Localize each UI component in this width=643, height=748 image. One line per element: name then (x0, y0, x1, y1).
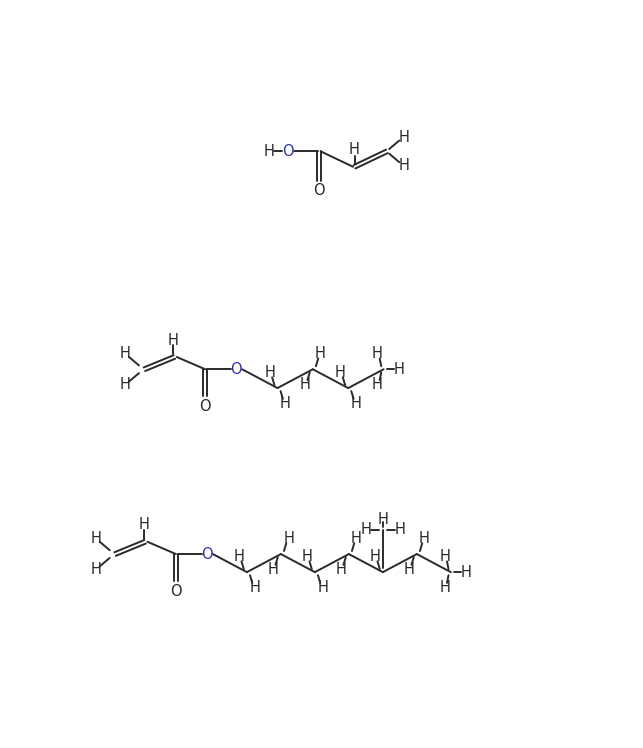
Text: H: H (335, 365, 346, 380)
Text: H: H (394, 362, 404, 377)
Text: O: O (170, 583, 182, 598)
Text: H: H (336, 562, 347, 577)
Text: H: H (120, 346, 131, 361)
Text: H: H (249, 580, 260, 595)
Text: H: H (399, 130, 410, 145)
Text: H: H (377, 512, 388, 527)
Text: H: H (370, 549, 381, 564)
Text: H: H (234, 549, 244, 564)
Text: H: H (404, 562, 415, 577)
Text: H: H (394, 522, 405, 537)
Text: H: H (439, 580, 450, 595)
Text: H: H (267, 562, 278, 577)
Text: H: H (302, 549, 312, 564)
Text: H: H (91, 562, 102, 577)
Text: O: O (313, 183, 325, 198)
Text: O: O (201, 547, 213, 562)
Text: H: H (372, 346, 383, 361)
Text: H: H (419, 531, 430, 546)
Text: H: H (317, 580, 328, 595)
Text: O: O (230, 362, 242, 377)
Text: H: H (439, 549, 450, 564)
Text: H: H (120, 377, 131, 392)
Text: H: H (399, 158, 410, 173)
Text: H: H (280, 396, 291, 411)
Text: H: H (361, 522, 372, 537)
Text: H: H (349, 142, 360, 157)
Text: H: H (167, 333, 178, 348)
Text: H: H (300, 377, 311, 392)
Text: H: H (315, 346, 326, 361)
Text: H: H (283, 531, 294, 546)
Text: O: O (199, 399, 211, 414)
Text: H: H (264, 144, 275, 159)
Text: O: O (282, 144, 293, 159)
Text: H: H (350, 396, 361, 411)
Text: H: H (372, 377, 383, 392)
Text: H: H (351, 531, 362, 546)
Text: H: H (264, 365, 275, 380)
Text: H: H (138, 518, 149, 533)
Text: H: H (91, 531, 102, 546)
Text: H: H (461, 565, 472, 580)
